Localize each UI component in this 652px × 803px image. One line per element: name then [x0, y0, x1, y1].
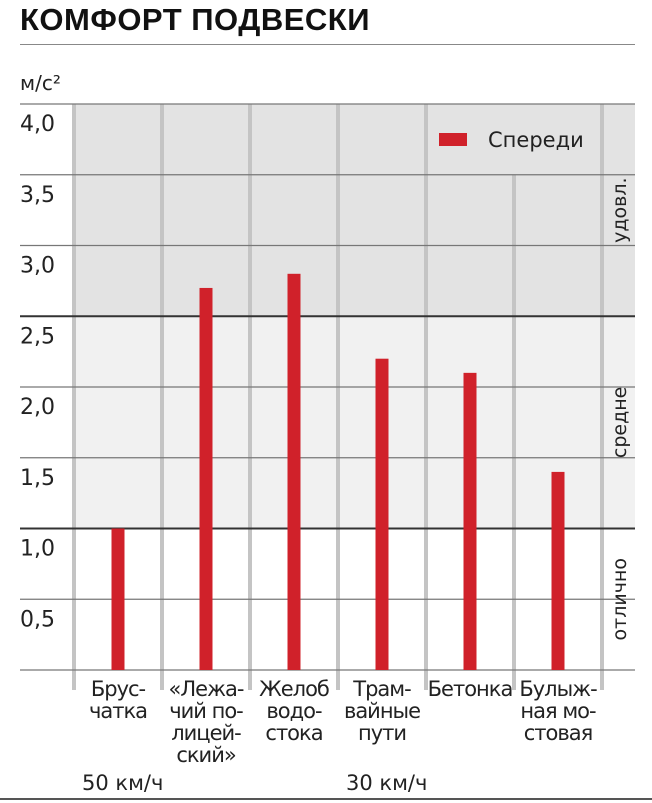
- category-label: Булыж-: [519, 677, 597, 701]
- y-tick-label: 1,5: [20, 466, 55, 491]
- band-label: удовл.: [609, 177, 631, 242]
- category-label: стока: [265, 721, 322, 745]
- category-label: чий по-: [169, 699, 243, 723]
- category-label: чатка: [89, 699, 147, 723]
- y-tick-label: 0,5: [20, 607, 55, 632]
- category-label: лицей-: [171, 721, 241, 745]
- speed-label: 50 км/ч: [82, 771, 163, 795]
- title-underline: [20, 44, 635, 45]
- legend-swatch: [439, 133, 467, 146]
- bar: [463, 372, 477, 670]
- bar: [375, 358, 389, 670]
- category-label: пути: [358, 721, 406, 745]
- bar: [199, 287, 213, 670]
- category-label: ная мо-: [520, 699, 596, 723]
- legend-label: Спереди: [488, 128, 584, 152]
- category-label: вайные: [344, 699, 420, 723]
- bar: [287, 273, 301, 670]
- y-tick-label: 3,0: [20, 254, 55, 279]
- y-tick-label: 2,0: [20, 395, 55, 420]
- speed-label: 30 км/ч: [346, 771, 427, 795]
- category-label: «Лежа-: [169, 677, 244, 701]
- y-tick-label: 4,0: [20, 112, 55, 137]
- bar: [111, 528, 125, 670]
- band-1: [74, 316, 635, 529]
- category-label: водо-: [266, 699, 322, 723]
- band-label: средне: [609, 387, 631, 458]
- y-axis-unit: м/с²: [20, 71, 61, 95]
- y-tick-label: 3,5: [20, 183, 55, 208]
- category-label: Желоб: [259, 677, 329, 701]
- chart-title: КОМФОРТ ПОДВЕСКИ: [20, 2, 370, 37]
- bar: [551, 471, 565, 670]
- y-tick-label: 2,5: [20, 324, 55, 349]
- band-label: отлично: [609, 558, 631, 640]
- category-label: ский»: [176, 743, 236, 767]
- category-label: Трам-: [352, 677, 411, 701]
- category-label: Бетонка: [428, 677, 513, 701]
- category-label: стовая: [524, 721, 593, 745]
- band-0: [74, 104, 635, 317]
- category-label: Брус-: [91, 677, 146, 701]
- y-tick-label: 1,0: [20, 537, 55, 562]
